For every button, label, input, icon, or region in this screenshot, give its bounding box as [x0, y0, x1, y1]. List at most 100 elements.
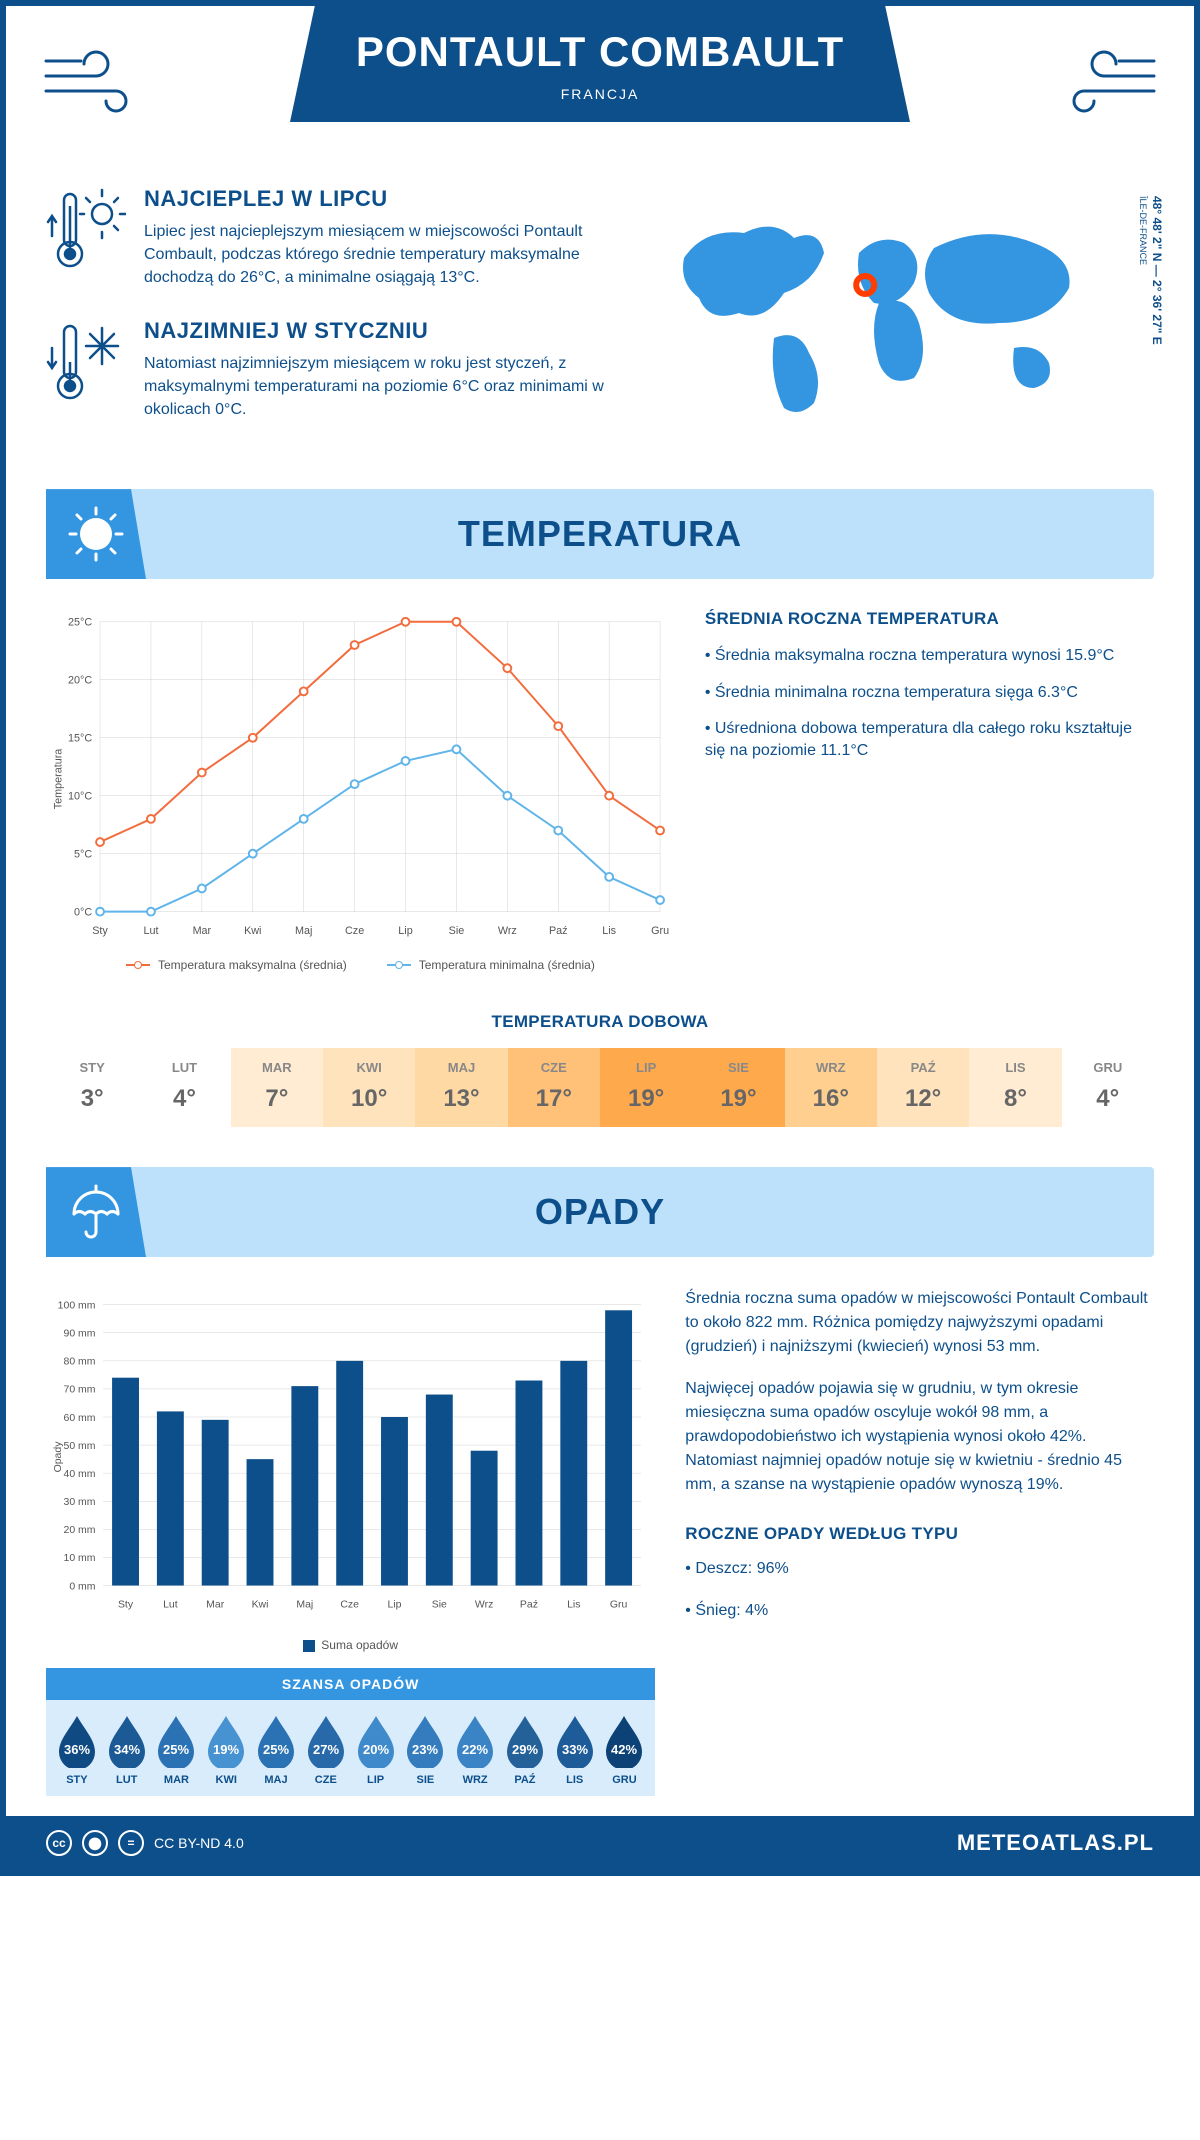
- svg-text:Lis: Lis: [567, 1600, 580, 1611]
- daily-temp-table: STY3°LUT4°MAR7°KWI10°MAJ13°CZE17°LIP19°S…: [46, 1048, 1154, 1127]
- svg-text:Gru: Gru: [651, 925, 669, 937]
- chance-drop: 25%MAJ: [253, 1714, 299, 1786]
- daily-value: 4°: [138, 1085, 230, 1113]
- precip-text: Średnia roczna suma opadów w miejscowośc…: [685, 1287, 1154, 1806]
- daily-value: 3°: [46, 1085, 138, 1113]
- daily-month: MAJ: [415, 1060, 507, 1075]
- daily-value: 16°: [785, 1085, 877, 1113]
- fact-text: Natomiast najzimniejszym miesiącem w rok…: [144, 352, 614, 422]
- svg-text:30 mm: 30 mm: [64, 1497, 96, 1508]
- daily-value: 7°: [231, 1085, 323, 1113]
- intro-section: NAJCIEPLEJ W LIPCU Lipiec jest najcieple…: [6, 166, 1194, 489]
- svg-text:10 mm: 10 mm: [64, 1553, 96, 1564]
- daily-cell: LIS8°: [969, 1048, 1061, 1127]
- wind-icon: [1054, 36, 1164, 122]
- daily-value: 10°: [323, 1085, 415, 1113]
- svg-text:Sie: Sie: [432, 1600, 447, 1611]
- svg-text:15°C: 15°C: [68, 733, 92, 745]
- daily-month: STY: [46, 1060, 138, 1075]
- stat-item: • Uśredniona dobowa temperatura dla całe…: [705, 718, 1154, 763]
- drop-icon: 25%: [254, 1714, 298, 1768]
- drop-icon: 34%: [105, 1714, 149, 1768]
- daily-value: 12°: [877, 1085, 969, 1113]
- chance-box: SZANSA OPADÓW 36%STY34%LUT25%MAR19%KWI25…: [46, 1668, 655, 1796]
- drop-month: CZE: [303, 1774, 349, 1786]
- chance-drop: 22% WRZ: [452, 1714, 498, 1786]
- chance-drop: 34% LUT: [104, 1714, 150, 1786]
- svg-text:Maj: Maj: [295, 925, 312, 937]
- svg-text:100 mm: 100 mm: [58, 1301, 96, 1312]
- svg-text:Sty: Sty: [118, 1600, 134, 1611]
- cc-icon: cc: [46, 1830, 72, 1856]
- drop-month: GRU: [602, 1774, 648, 1786]
- svg-text:34%: 34%: [114, 1742, 140, 1757]
- drop-icon: 36%: [55, 1714, 99, 1768]
- svg-text:Kwi: Kwi: [244, 925, 261, 937]
- svg-text:Opady: Opady: [53, 1441, 64, 1473]
- nd-icon: =: [118, 1830, 144, 1856]
- daily-value: 17°: [508, 1085, 600, 1113]
- header: PONTAULT COMBAULT FRANCJA: [6, 6, 1194, 166]
- daily-month: WRZ: [785, 1060, 877, 1075]
- by-type-title: ROCZNE OPADY WEDŁUG TYPU: [685, 1521, 1154, 1547]
- svg-text:Mar: Mar: [206, 1600, 225, 1611]
- daily-month: LIP: [600, 1060, 692, 1075]
- svg-text:0°C: 0°C: [74, 907, 92, 919]
- legend-label: Temperatura minimalna (średnia): [419, 958, 595, 972]
- umbrella-icon: [46, 1167, 146, 1257]
- drop-icon: 23%: [403, 1714, 447, 1768]
- legend-label: Temperatura maksymalna (średnia): [158, 958, 347, 972]
- daily-cell: STY 3°: [46, 1048, 138, 1127]
- svg-text:60 mm: 60 mm: [64, 1413, 96, 1424]
- svg-text:Temperatura: Temperatura: [53, 749, 65, 810]
- drop-icon: 22%: [453, 1714, 497, 1768]
- svg-text:23%: 23%: [412, 1742, 438, 1757]
- chance-row: 36%STY34%LUT25%MAR19%KWI25%MAJ27%CZE20%L…: [46, 1700, 655, 1796]
- stats-title: ŚREDNIA ROCZNA TEMPERATURA: [705, 609, 1154, 629]
- svg-text:33%: 33%: [562, 1742, 588, 1757]
- svg-text:19%: 19%: [213, 1742, 239, 1757]
- chance-drop: 42% GRU: [602, 1714, 648, 1786]
- fact-text: Lipiec jest najcieplejszym miesiącem w m…: [144, 220, 614, 290]
- drop-icon: 29%: [503, 1714, 547, 1768]
- intro-facts: NAJCIEPLEJ W LIPCU Lipiec jest najcieple…: [46, 186, 614, 449]
- svg-text:Mar: Mar: [193, 925, 212, 937]
- wind-icon: [36, 36, 146, 122]
- chance-drop: 27% CZE: [303, 1714, 349, 1786]
- daily-value: 13°: [415, 1085, 507, 1113]
- drop-icon: 20%: [354, 1714, 398, 1768]
- legend-label: Suma opadów: [321, 1638, 398, 1652]
- drop-month: KWI: [203, 1774, 249, 1786]
- daily-cell: MAR7°: [231, 1048, 323, 1127]
- daily-value: 8°: [969, 1085, 1061, 1113]
- svg-text:Lut: Lut: [163, 1600, 178, 1611]
- daily-cell: CZE17°: [508, 1048, 600, 1127]
- temperature-body: 0°C5°C10°C15°C20°C25°CStyLutMarKwiMajCze…: [6, 579, 1194, 992]
- chance-drop: 33% LIS: [552, 1714, 598, 1786]
- svg-text:Cze: Cze: [345, 925, 364, 937]
- drop-month: LIS: [552, 1774, 598, 1786]
- footer: cc ⬤ = CC BY-ND 4.0 METEOATLAS.PL: [6, 1816, 1194, 1870]
- svg-text:Maj: Maj: [296, 1600, 313, 1611]
- by-type-item: • Śnieg: 4%: [685, 1599, 1154, 1623]
- svg-text:27%: 27%: [313, 1742, 339, 1757]
- coordinates: 48° 48' 2" N — 2° 36' 27" E ÎLE-DE-FRANC…: [1136, 196, 1164, 345]
- world-map: [654, 208, 1094, 428]
- fact-coldest: NAJZIMNIEJ W STYCZNIU Natomiast najzimni…: [46, 318, 614, 422]
- svg-text:Lut: Lut: [143, 925, 158, 937]
- svg-text:70 mm: 70 mm: [64, 1385, 96, 1396]
- drop-month: LUT: [104, 1774, 150, 1786]
- precip-para: Średnia roczna suma opadów w miejscowośc…: [685, 1287, 1154, 1359]
- legend-swatch: [303, 1640, 315, 1652]
- precip-left: 0 mm10 mm20 mm30 mm40 mm50 mm60 mm70 mm8…: [46, 1287, 655, 1806]
- svg-text:Paź: Paź: [520, 1600, 538, 1611]
- drop-month: LIP: [353, 1774, 399, 1786]
- temperature-chart: 0°C5°C10°C15°C20°C25°CStyLutMarKwiMajCze…: [46, 609, 675, 972]
- svg-text:42%: 42%: [611, 1742, 637, 1757]
- daily-month: GRU: [1062, 1060, 1154, 1075]
- drop-month: PAŹ: [502, 1774, 548, 1786]
- svg-text:Sie: Sie: [449, 925, 465, 937]
- coords-text: 48° 48' 2" N — 2° 36' 27" E: [1150, 196, 1164, 345]
- title-banner: PONTAULT COMBAULT FRANCJA: [290, 6, 910, 122]
- drop-month: WRZ: [452, 1774, 498, 1786]
